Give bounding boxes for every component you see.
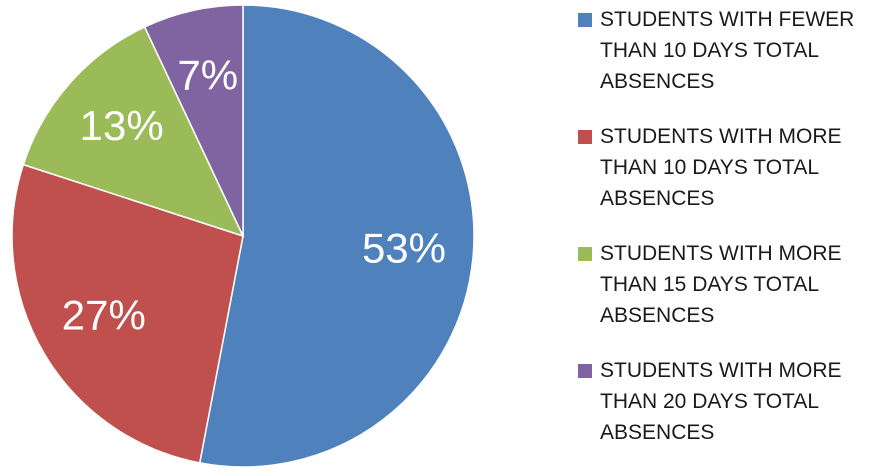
pie-slice (22, 25, 245, 238)
chart: 53% 27% 13% 7% (11, 4, 475, 468)
pie-slice (198, 4, 475, 468)
legend-label: STUDENTS WITH MORE THAN 10 DAYS TOTAL AB… (600, 125, 842, 210)
legend-label: STUDENTS WITH MORE THAN 15 DAYS TOTAL AB… (600, 242, 842, 327)
legend: STUDENTS WITH FEWER THAN 10 DAYS TOTAL A… (578, 4, 888, 472)
legend-item: STUDENTS WITH MORE THAN 20 DAYS TOTAL AB… (578, 355, 888, 472)
legend-swatch (578, 130, 592, 144)
legend-label: STUDENTS WITH MORE THAN 20 DAYS TOTAL AB… (600, 359, 842, 444)
legend-swatch (578, 364, 592, 378)
data-label: 53% (362, 224, 446, 271)
pie-slice (143, 4, 244, 237)
legend-swatch (578, 13, 592, 27)
legend-item: STUDENTS WITH MORE THAN 15 DAYS TOTAL AB… (578, 238, 888, 355)
data-label: 7% (177, 51, 238, 98)
legend-item: STUDENTS WITH MORE THAN 10 DAYS TOTAL AB… (578, 121, 888, 238)
pie-slice (11, 163, 244, 464)
legend-item: STUDENTS WITH FEWER THAN 10 DAYS TOTAL A… (578, 4, 888, 121)
legend-label: STUDENTS WITH FEWER THAN 10 DAYS TOTAL A… (600, 8, 855, 93)
legend-swatch (578, 247, 592, 261)
data-label: 27% (62, 291, 146, 338)
data-label: 13% (80, 102, 164, 149)
